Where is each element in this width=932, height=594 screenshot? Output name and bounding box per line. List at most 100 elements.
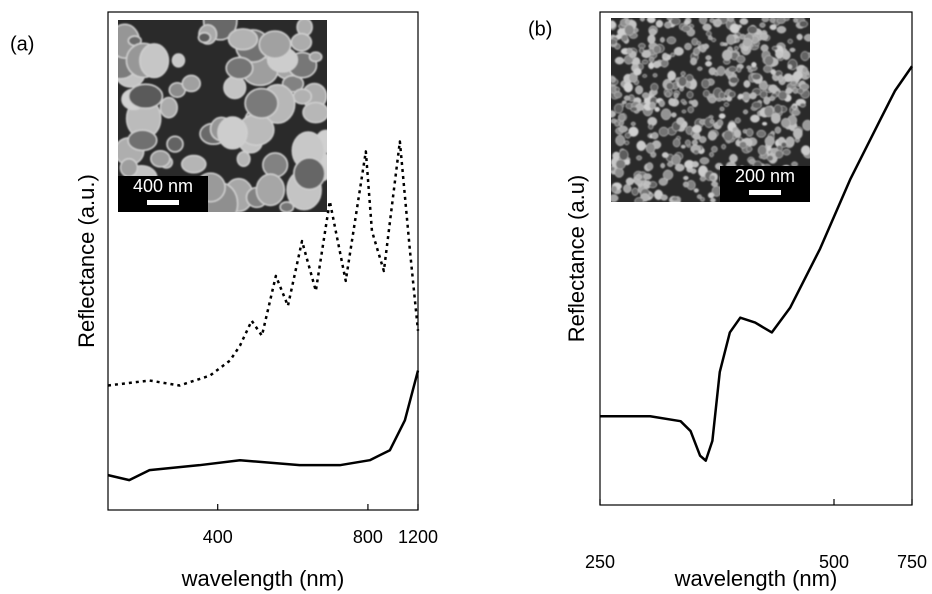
- grain: [746, 145, 753, 153]
- grain: [670, 18, 681, 26]
- grain: [302, 101, 327, 124]
- grain: [611, 194, 619, 202]
- grain: [768, 84, 778, 93]
- grain: [623, 82, 633, 93]
- grain: [635, 85, 644, 95]
- grain: [751, 73, 762, 81]
- grain: [763, 65, 773, 73]
- grain: [776, 26, 787, 34]
- grain: [710, 198, 716, 202]
- grain: [805, 74, 810, 79]
- grain: [743, 80, 751, 88]
- grain: [639, 18, 645, 22]
- panel-label: (b): [528, 18, 552, 40]
- grain: [666, 36, 677, 45]
- grain: [714, 19, 722, 27]
- grain: [674, 163, 685, 172]
- grain: [613, 91, 623, 99]
- grain: [729, 76, 739, 84]
- grain: [782, 50, 791, 60]
- y-axis-label: Reflectance (a.u.): [74, 174, 99, 348]
- grain: [258, 30, 292, 59]
- x-tick-label: 750: [897, 552, 927, 572]
- grain: [159, 96, 179, 119]
- grain: [127, 83, 164, 110]
- grain: [803, 33, 810, 42]
- grain: [705, 60, 712, 67]
- grain: [782, 148, 791, 156]
- grain: [645, 142, 656, 154]
- grain: [800, 51, 810, 61]
- grain: [680, 144, 686, 149]
- grain: [255, 173, 286, 207]
- grain: [723, 130, 734, 142]
- grain: [709, 151, 714, 158]
- grain: [750, 114, 760, 123]
- inset-image: 400 nm: [118, 20, 327, 212]
- grain: [729, 154, 738, 163]
- grain: [764, 55, 775, 67]
- grain: [763, 96, 771, 105]
- grain: [716, 119, 724, 127]
- grain: [655, 19, 664, 28]
- grain: [785, 87, 793, 95]
- grain: [762, 121, 768, 126]
- grain: [709, 174, 716, 181]
- grain: [662, 52, 669, 59]
- grain: [759, 22, 766, 28]
- grain: [660, 163, 666, 169]
- plot-frame: [599, 11, 913, 506]
- grain: [796, 87, 804, 95]
- grain: [757, 145, 767, 156]
- grain: [716, 65, 726, 76]
- grain: [660, 194, 668, 201]
- grain: [666, 18, 673, 21]
- grain: [618, 149, 629, 161]
- grain: [691, 139, 698, 146]
- grain: [652, 73, 658, 78]
- grain: [697, 66, 703, 71]
- grain: [783, 18, 790, 22]
- grain: [699, 18, 708, 25]
- grain: [707, 131, 717, 141]
- grain: [621, 34, 629, 43]
- grain: [709, 119, 715, 124]
- x-tick-label: 250: [585, 552, 615, 572]
- grain: [673, 46, 684, 56]
- grain: [722, 42, 728, 47]
- grain: [723, 102, 730, 107]
- grain: [654, 106, 660, 112]
- grain: [736, 55, 746, 64]
- grain: [726, 34, 736, 45]
- grain: [611, 110, 616, 118]
- grain: [217, 116, 248, 150]
- grain: [693, 188, 699, 193]
- grain: [614, 120, 620, 127]
- grain: [698, 136, 707, 144]
- grain: [614, 103, 624, 114]
- panel-label: (a): [10, 33, 34, 55]
- grain: [734, 46, 739, 51]
- grain: [683, 19, 690, 25]
- grain: [651, 132, 659, 140]
- grain: [621, 100, 627, 105]
- grain: [642, 74, 648, 78]
- grain: [648, 123, 654, 130]
- grain: [791, 104, 797, 110]
- grain: [721, 144, 726, 150]
- grain: [742, 38, 753, 48]
- grain: [777, 74, 784, 82]
- grain: [262, 152, 289, 178]
- grain: [623, 95, 631, 101]
- grain: [736, 66, 742, 73]
- grain: [611, 77, 616, 83]
- grain: [658, 99, 665, 108]
- grain: [150, 149, 171, 168]
- grain: [683, 181, 689, 188]
- y-axis-label: Reflectance (a.u): [564, 175, 589, 343]
- grain: [770, 69, 776, 75]
- grain: [798, 20, 809, 28]
- grain: [743, 109, 749, 115]
- grain: [770, 112, 781, 124]
